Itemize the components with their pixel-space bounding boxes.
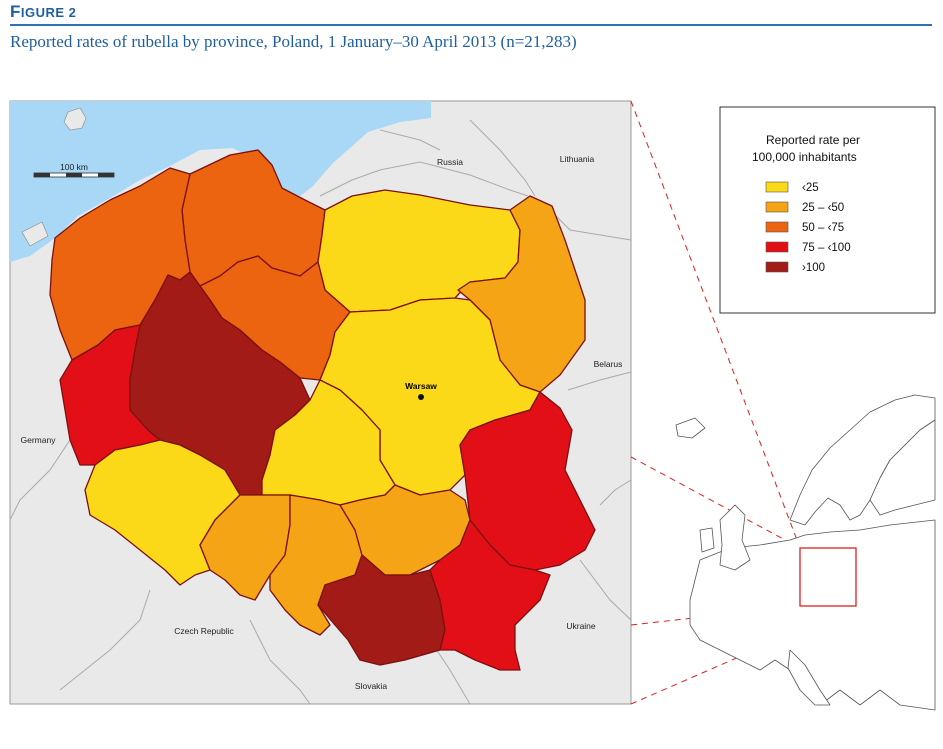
legend-swatch xyxy=(765,201,789,213)
provinces xyxy=(49,149,596,671)
label-germany: Germany xyxy=(21,435,57,445)
ireland xyxy=(699,527,715,553)
label-ukraine: Ukraine xyxy=(566,621,596,631)
legend-title-line2: 100,000 inhabitants xyxy=(752,150,857,164)
island xyxy=(21,221,49,247)
legend-swatch xyxy=(765,221,789,233)
capital-label: Warsaw xyxy=(405,381,437,391)
island xyxy=(63,107,87,131)
legend-label: 25 – ‹50 xyxy=(802,202,844,214)
inset-highlight-box xyxy=(799,547,857,607)
province-podkarpackie xyxy=(429,519,551,671)
legend-title-line1: Reported rate per xyxy=(766,133,860,147)
scale-bar xyxy=(33,172,115,178)
legend-swatch xyxy=(765,241,789,253)
label-czech-republic: Czech Republic xyxy=(174,626,234,636)
scale-label: 100 km xyxy=(60,162,88,172)
figure-rule xyxy=(10,24,932,26)
label-lithuania: Lithuania xyxy=(560,154,595,164)
legend-label: ‹25 xyxy=(802,182,819,194)
warsaw-marker xyxy=(418,394,424,400)
legend-swatch xyxy=(765,261,789,273)
italy xyxy=(787,649,831,706)
label-slovakia: Slovakia xyxy=(355,681,387,691)
legend-label: 50 – ‹75 xyxy=(802,222,844,234)
legend-label: ›100 xyxy=(802,262,825,274)
iceland xyxy=(675,417,706,439)
legend-box xyxy=(719,106,936,314)
baltic-sea xyxy=(10,101,431,262)
continental-europe xyxy=(689,519,936,711)
europe-inset xyxy=(675,394,936,711)
figure-label: FIGURE 2 xyxy=(10,2,77,21)
label-russia: Russia xyxy=(437,157,463,167)
finland xyxy=(869,419,936,516)
britain xyxy=(719,504,751,571)
legend-items: ‹25 25 – ‹50 50 – ‹75 75 – ‹100 ›100 xyxy=(765,181,851,274)
legend-swatch xyxy=(765,181,789,193)
figure-title: Reported rates of rubella by province, P… xyxy=(10,32,577,51)
legend-label: 75 – ‹100 xyxy=(802,242,851,254)
label-belarus: Belarus xyxy=(594,359,623,369)
